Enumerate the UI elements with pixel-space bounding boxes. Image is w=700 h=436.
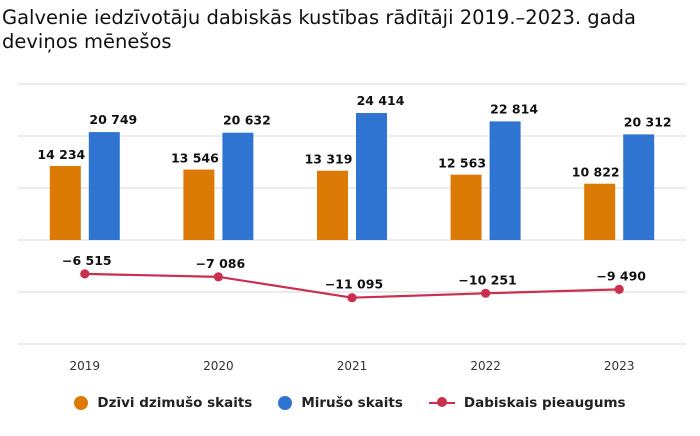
point-natural-increase-2020 [213,272,223,282]
x-tick-2019: 2019 [70,359,101,373]
x-tick-2022: 2022 [470,359,501,373]
chart-title: Galvenie iedzīvotāju dabiskās kustības r… [2,6,636,53]
x-tick-2020: 2020 [203,359,234,373]
legend-marker-natural-increase [428,397,455,407]
legend-label-deaths: Mirušo skaits [301,395,403,411]
legend-item-natural-increase[interactable]: Dabiskais pieaugums [428,395,626,411]
data-labels: 14 234 20 749 −6 515 13 546 20 632 −7 086 13 3… [37,93,671,292]
legend-marker-deaths [278,396,293,410]
data-label-births-2020: 13 546 [171,151,219,166]
legend-label-natural-increase: Dabiskais pieaugums [463,395,626,411]
bar-births-2020 [183,169,215,240]
data-label-births-2022: 12 563 [438,156,486,171]
point-natural-increase-2023 [614,284,624,294]
legend-item-births[interactable]: Dzīvi dzimušo skaits [74,395,252,411]
data-label-deaths-2023: 20 312 [624,114,672,129]
data-label-natural-increase-2022: −10 251 [458,272,516,287]
point-natural-increase-2022 [481,288,491,298]
data-label-deaths-2021: 24 414 [357,93,405,108]
data-label-births-2023: 10 822 [572,165,620,180]
bar-births-2022 [450,174,482,240]
bar-deaths-2023 [623,134,655,240]
data-label-births-2021: 13 319 [305,152,353,167]
data-label-natural-increase-2021: −11 095 [325,277,383,292]
bar-births-2019 [49,165,81,240]
bar-deaths-2021 [356,113,387,240]
x-tick-2021: 2021 [337,359,368,373]
line-series [80,269,624,303]
bar-deaths-2022 [489,121,521,240]
bar-deaths-2020 [222,132,254,240]
point-natural-increase-2021 [347,293,357,303]
data-label-births-2019: 14 234 [37,147,85,162]
bars [49,113,655,240]
bar-births-2023 [584,183,616,240]
grid-lines [18,83,686,345]
legend: Dzīvi dzimušo skaits Mirušo skaits Dabis… [0,392,700,414]
point-natural-increase-2019 [80,269,90,279]
data-label-deaths-2019: 20 749 [89,112,137,127]
bar-deaths-2019 [88,132,120,240]
legend-marker-births [74,396,89,410]
data-label-natural-increase-2023: −9 490 [596,268,646,283]
data-label-deaths-2020: 20 632 [223,113,271,128]
legend-label-births: Dzīvi dzimušo skaits [97,395,253,411]
data-label-natural-increase-2020: −7 086 [196,256,246,271]
x-tick-2023: 2023 [604,359,635,373]
data-label-deaths-2022: 22 814 [490,101,538,116]
x-axis-tick-labels: 2019 2020 2021 2022 2023 [70,359,635,373]
bar-births-2021 [317,170,348,240]
legend-item-deaths[interactable]: Mirušo skaits [278,395,403,411]
data-label-natural-increase-2019: −6 515 [62,253,112,268]
